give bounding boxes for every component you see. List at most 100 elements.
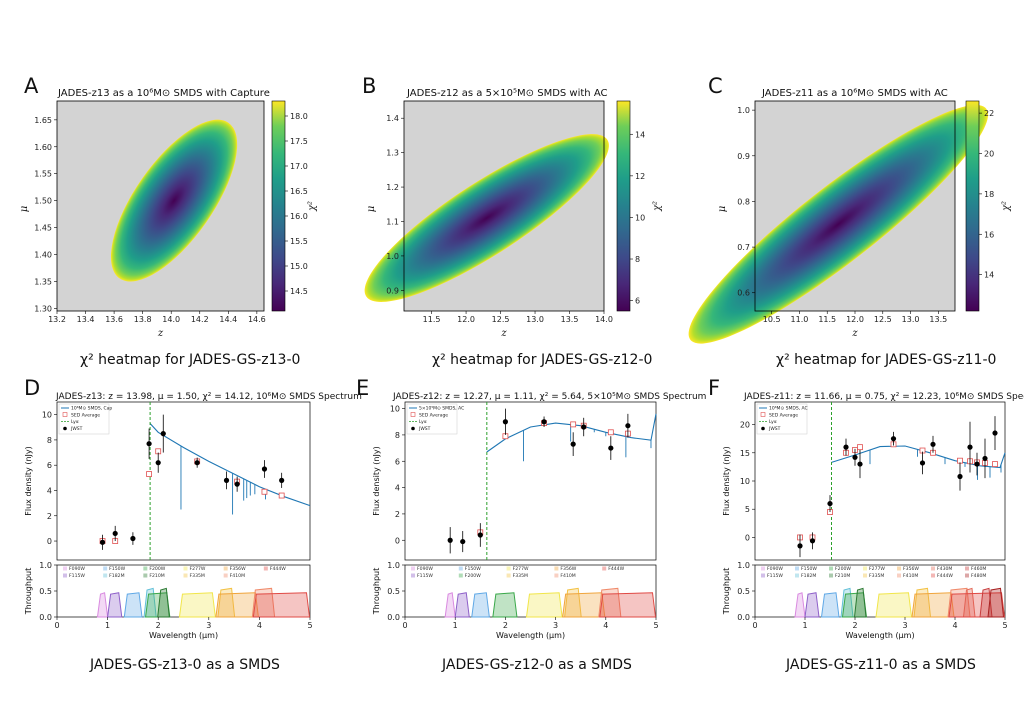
filter-legend-swatch bbox=[602, 566, 607, 571]
x-tick-label: 12.5 bbox=[874, 315, 892, 324]
filter-throughput-F356W bbox=[562, 592, 606, 618]
y-tick-label: 1.50 bbox=[34, 197, 52, 206]
filter-throughput-F150W bbox=[471, 592, 490, 618]
filter-legend-label: F335M bbox=[869, 573, 884, 579]
jwst-data-point bbox=[477, 532, 483, 538]
filter-throughput-F090W bbox=[444, 592, 456, 618]
filter-legend-swatch bbox=[829, 566, 833, 571]
colorbar-label: χ² bbox=[1001, 201, 1012, 212]
jwst-data-point bbox=[919, 460, 926, 466]
jwst-data-point bbox=[261, 466, 268, 472]
legend-swatch-jwst bbox=[63, 426, 67, 431]
throughput-axis-label: Throughput bbox=[24, 568, 33, 615]
filter-throughput-F090W bbox=[794, 592, 806, 618]
x-tick-label: 14.0 bbox=[162, 315, 180, 324]
x-tick-label: 3 bbox=[206, 621, 211, 630]
y-axis-label: μ bbox=[717, 206, 728, 213]
jwst-data-point bbox=[608, 445, 614, 451]
jwst-data-point bbox=[146, 441, 152, 447]
filter-legend-swatch bbox=[554, 566, 559, 571]
y-tick-label: 0 bbox=[395, 536, 400, 545]
filter-legend-label: F444W bbox=[270, 566, 286, 572]
legend-label-lya: Lyα bbox=[769, 419, 777, 425]
panel-title-d: JADES-z13: z = 13.98, μ = 1.50, χ² = 14.… bbox=[56, 392, 362, 402]
colorbar-B bbox=[616, 100, 631, 312]
colorbar-label: χ² bbox=[652, 201, 663, 212]
filter-legend-label: F115W bbox=[69, 573, 85, 579]
y-tick-label: 6 bbox=[47, 461, 52, 470]
colorbar-tick-label: 14 bbox=[984, 271, 994, 280]
y-tick-label: 20 bbox=[740, 421, 750, 430]
jwst-data-point bbox=[155, 460, 161, 466]
y-axis-label: Flux density (nJy) bbox=[372, 446, 381, 515]
filter-legend-swatch bbox=[761, 566, 765, 571]
filter-legend-swatch bbox=[965, 566, 969, 571]
jwst-data-point bbox=[843, 444, 849, 450]
filter-throughput-F115W bbox=[107, 592, 123, 618]
panel-label-c: C bbox=[708, 74, 723, 98]
y-axis-label: Flux density (nJy) bbox=[24, 446, 33, 515]
colorbar-tick-label: 18 bbox=[984, 190, 994, 199]
heatmap-frame-A bbox=[56, 100, 265, 312]
x-tick-label: 11.5 bbox=[423, 315, 441, 324]
y-tick-label: 1.45 bbox=[34, 224, 52, 233]
y-tick-label: 0.6 bbox=[737, 289, 750, 298]
x-axis-label: z bbox=[851, 328, 858, 339]
x-tick-label: 13.0 bbox=[526, 315, 544, 324]
sed-average-marker bbox=[146, 471, 152, 477]
colorbar-tick-label: 16 bbox=[984, 230, 994, 239]
filter-legend-label: F277W bbox=[513, 566, 529, 572]
tp-tick-label: 0.0 bbox=[387, 613, 400, 622]
y-tick-label: 1.0 bbox=[737, 106, 750, 115]
x-tick-label: 13.5 bbox=[561, 315, 579, 324]
jwst-data-point bbox=[890, 436, 897, 442]
y-tick-label: 0.7 bbox=[737, 243, 750, 252]
panel-label-e: E bbox=[356, 376, 370, 400]
x-tick-label: 14.2 bbox=[191, 315, 209, 324]
filter-legend-swatch bbox=[183, 566, 188, 571]
sed-average-marker bbox=[278, 492, 285, 499]
panel-title-c: JADES-z11 as a 10⁶M⊙ SMDS with AC bbox=[762, 88, 948, 99]
filter-legend-swatch bbox=[263, 566, 268, 571]
x-tick-label: 1 bbox=[453, 621, 458, 630]
x-tick-label: 0 bbox=[402, 621, 407, 630]
jwst-data-point bbox=[581, 424, 587, 430]
y-tick-label: 10 bbox=[740, 477, 750, 486]
colorbar-tick-label: 15.0 bbox=[290, 262, 308, 271]
filter-throughput-F444W bbox=[599, 592, 657, 618]
jwst-data-point bbox=[797, 543, 803, 549]
filter-throughput-F150W bbox=[123, 592, 143, 618]
x-tick-label: 5 bbox=[307, 621, 312, 630]
y-tick-label: 5 bbox=[745, 505, 750, 514]
legend-label-sed: SED Average bbox=[71, 413, 100, 419]
x-tick-label: 11.0 bbox=[791, 315, 809, 324]
y-tick-label: 1.0 bbox=[386, 252, 399, 261]
tp-tick-label: 0.0 bbox=[39, 613, 52, 622]
x-tick-label: 11.5 bbox=[818, 315, 836, 324]
filter-legend-label: F410M bbox=[230, 573, 245, 579]
filter-legend-label: F356W bbox=[230, 566, 246, 572]
throughput-axis-label: Throughput bbox=[372, 568, 381, 615]
model-spectrum-line bbox=[486, 413, 657, 453]
x-tick-label: 0 bbox=[752, 621, 757, 630]
panel-label-f: F bbox=[708, 376, 721, 400]
legend-label-model: 10⁶M⊙ SMDS, Cap bbox=[71, 406, 112, 412]
y-tick-label: 1.2 bbox=[386, 183, 399, 192]
panel-title-e: JADES-z12: z = 12.27, μ = 1.11, χ² = 5.6… bbox=[393, 392, 707, 402]
colorbar-tick-label: 12 bbox=[635, 172, 645, 181]
jwst-data-point bbox=[852, 454, 858, 460]
filter-legend-swatch bbox=[143, 573, 148, 578]
caption-e: JADES-GS-z12-0 as a SMDS bbox=[442, 657, 632, 673]
jwst-data-point bbox=[279, 477, 285, 483]
legend-swatch-jwst bbox=[411, 426, 415, 431]
x-tick-label: 2 bbox=[156, 621, 161, 630]
x-tick-label: 13.0 bbox=[902, 315, 920, 324]
throughput-axis-label: Throughput bbox=[722, 568, 731, 615]
filter-throughput-F090W bbox=[96, 592, 109, 618]
x-axis-label: Wavelength (μm) bbox=[496, 631, 565, 640]
colorbar-tick-label: 17.5 bbox=[290, 137, 308, 146]
filter-legend-label: F150W bbox=[801, 566, 817, 572]
y-tick-label: 0.8 bbox=[737, 197, 750, 206]
x-tick-label: 1 bbox=[105, 621, 110, 630]
colorbar-C bbox=[965, 100, 980, 312]
